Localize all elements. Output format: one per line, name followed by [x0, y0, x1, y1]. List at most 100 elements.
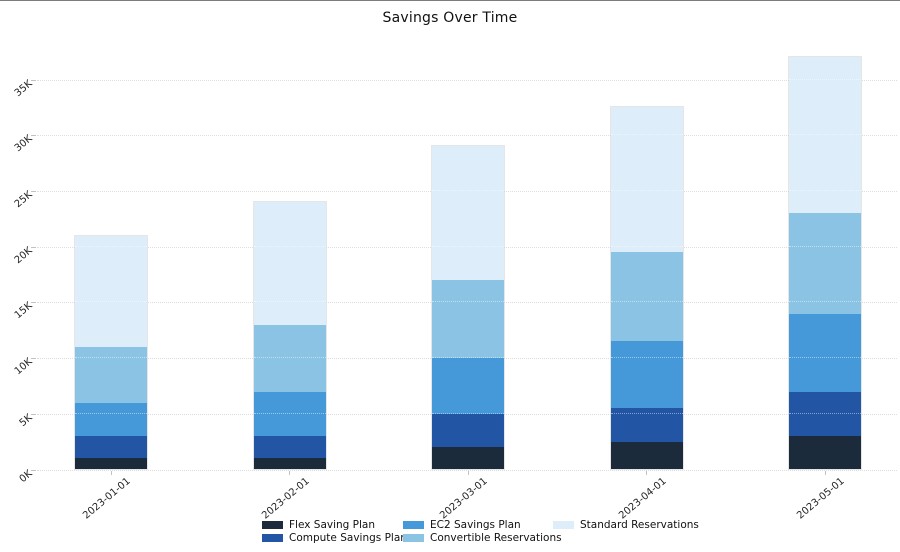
- x-tick-mark: [110, 470, 112, 475]
- bar-segment: [253, 202, 326, 325]
- gridline-overlay: [789, 134, 861, 136]
- bar-segment: [789, 57, 861, 214]
- gridline-overlay: [432, 189, 504, 191]
- gridline-overlay: [75, 245, 147, 247]
- gridline-overlay: [610, 301, 683, 303]
- bar-segment: [789, 436, 861, 470]
- legend-item: EC2 Savings Plan: [403, 518, 562, 531]
- legend-label: Standard Reservations: [580, 518, 699, 531]
- gridline-overlay: [610, 245, 683, 247]
- y-tick-mark: [31, 246, 36, 248]
- bar-segment: [75, 235, 147, 347]
- x-tick-mark: [289, 470, 290, 475]
- gridline-overlay: [432, 357, 504, 359]
- x-tick-label: 2023-05-01: [795, 475, 847, 522]
- gridline-35K: [37, 79, 897, 81]
- x-tick-label: 2023-01-01: [81, 475, 133, 522]
- legend-swatch-icon: [262, 520, 283, 529]
- y-tick-mark: [31, 190, 36, 192]
- legend-item: Compute Savings Plan: [262, 531, 407, 544]
- gridline-overlay: [253, 245, 326, 247]
- gridline-overlay: [610, 412, 683, 414]
- bar-segment: [610, 107, 683, 253]
- gridline-30K: [37, 135, 897, 137]
- gridline-overlay: [789, 412, 861, 414]
- bar-segment: [610, 252, 683, 342]
- bar-segment: [610, 441, 683, 470]
- legend-item: Flex Saving Plan: [262, 518, 407, 531]
- y-tick-label: 15K: [12, 300, 35, 322]
- y-tick-mark: [31, 79, 36, 81]
- gridline-overlay: [610, 357, 683, 359]
- legend-item: Standard Reservations: [553, 518, 699, 531]
- x-tick-mark: [824, 470, 826, 475]
- x-tick-mark: [467, 470, 469, 475]
- gridline-overlay: [789, 189, 861, 191]
- bar-2023-01-01: [75, 235, 147, 470]
- gridline-overlay: [610, 189, 683, 191]
- gridline-overlay: [789, 301, 861, 303]
- bar-segment: [610, 408, 683, 442]
- gridline-overlay: [789, 78, 861, 80]
- gridline-overlay: [432, 301, 504, 303]
- y-tick-label: 5K: [17, 412, 35, 429]
- bar-2023-05-01: [789, 57, 861, 470]
- y-tick-mark: [31, 413, 36, 415]
- bar-segment: [789, 213, 861, 314]
- bar-segment: [789, 391, 861, 437]
- bar-segment: [75, 436, 147, 459]
- legend-label: Convertible Reservations: [430, 531, 562, 544]
- legend-swatch-icon: [403, 533, 424, 542]
- bar-2023-03-01: [432, 146, 504, 470]
- gridline-overlay: [432, 412, 504, 414]
- legend-label: EC2 Savings Plan: [430, 518, 521, 531]
- y-tick-mark: [31, 302, 36, 304]
- y-tick-label: 10K: [12, 356, 35, 378]
- y-tick-label: 0K: [17, 467, 35, 485]
- y-tick-mark: [31, 469, 36, 471]
- bar-segment: [75, 402, 147, 437]
- y-tick-mark: [31, 358, 36, 360]
- bar-segment: [432, 358, 504, 414]
- bar-2023-04-01: [610, 107, 683, 470]
- y-tick-label: 35K: [12, 77, 35, 99]
- x-tick-mark: [646, 470, 647, 475]
- bar-segment: [253, 436, 326, 459]
- y-tick-mark: [31, 135, 36, 137]
- bar-2023-02-01: [253, 202, 326, 470]
- bar-segment: [789, 313, 861, 392]
- legend-swatch-icon: [553, 520, 574, 529]
- bar-segment: [253, 391, 326, 437]
- y-tick-label: 25K: [12, 189, 35, 211]
- bar-segment: [75, 458, 147, 470]
- gridline-0K: [37, 469, 897, 471]
- y-tick-label: 30K: [12, 133, 35, 155]
- gridline-overlay: [610, 134, 683, 136]
- gridline-overlay: [432, 245, 504, 247]
- gridline-overlay: [253, 412, 326, 414]
- gridline-overlay: [253, 301, 326, 303]
- bar-segment: [610, 341, 683, 409]
- legend-column: Standard Reservations: [553, 518, 699, 531]
- chart-title: Savings Over Time: [382, 10, 518, 26]
- bar-segment: [253, 324, 326, 392]
- legend-item: Convertible Reservations: [403, 531, 562, 544]
- bar-segment: [75, 346, 147, 403]
- gridline-overlay: [75, 357, 147, 359]
- gridline-overlay: [789, 245, 861, 247]
- x-tick-label: 2023-04-01: [616, 475, 669, 522]
- legend-swatch-icon: [262, 533, 283, 542]
- bar-segment: [432, 447, 504, 470]
- bar-segment: [432, 146, 504, 281]
- legend-label: Compute Savings Plan: [289, 531, 407, 544]
- bar-segment: [432, 413, 504, 448]
- gridline-overlay: [75, 412, 147, 414]
- gridline-overlay: [253, 357, 326, 359]
- legend-column: EC2 Savings Plan Convertible Reservations: [403, 518, 562, 544]
- bar-segment: [432, 280, 504, 359]
- legend-column: Flex Saving Plan Compute Savings Plan: [262, 518, 407, 544]
- gridline-overlay: [75, 301, 147, 303]
- y-tick-label: 20K: [12, 244, 35, 266]
- legend-swatch-icon: [403, 520, 424, 529]
